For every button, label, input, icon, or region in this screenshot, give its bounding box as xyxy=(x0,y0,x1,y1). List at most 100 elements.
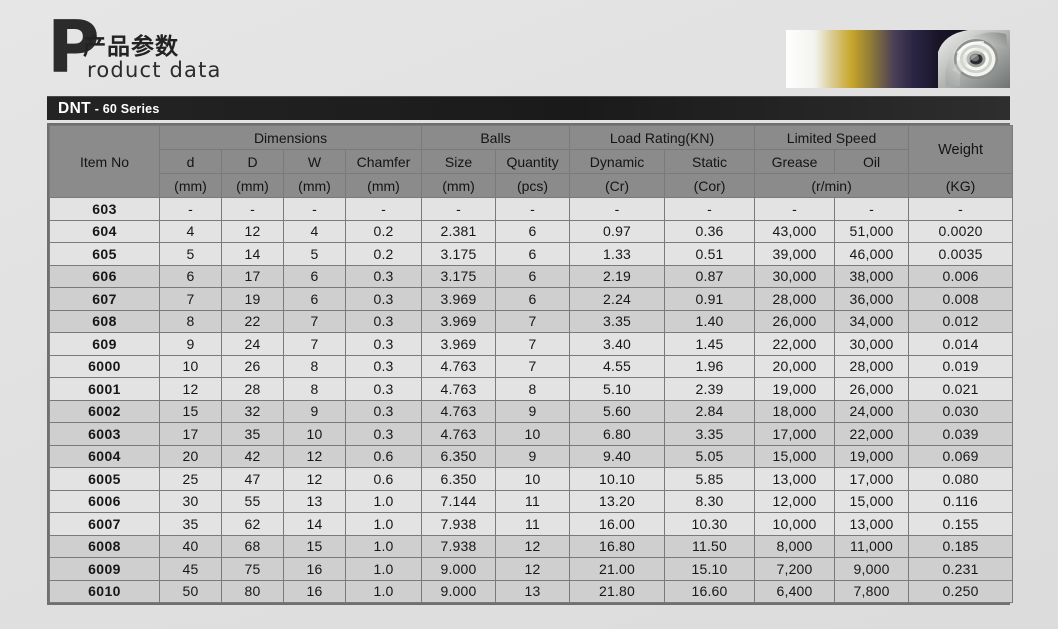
cell-item-no: 6005 xyxy=(49,467,160,491)
cell-item-no: 6000 xyxy=(49,354,160,378)
cell-ball-size: 9.000 xyxy=(421,579,497,603)
cell-ball-quantity: 6 xyxy=(495,219,571,243)
cell-dim-d: 8 xyxy=(159,309,222,333)
table-header-sub-row: d D W Chamfer Size Quantity Dynamic Stat… xyxy=(50,149,1013,174)
product-data-table: Item No Dimensions Balls Load Rating(KN)… xyxy=(49,125,1014,603)
table-body: 603- - - - - - - - - - -604 4 12 4 0.2 2.381 6 0.97 0.36 43… xyxy=(49,197,1014,603)
cell-weight: 0.0020 xyxy=(908,219,1014,243)
cell-load-static: 15.10 xyxy=(664,557,756,581)
cell-speed-grease: 19,000 xyxy=(754,377,836,401)
cell-load-static: 2.84 xyxy=(664,399,756,423)
cell-load-dynamic: 16.80 xyxy=(569,534,666,558)
cell-load-dynamic: 3.40 xyxy=(569,332,666,356)
cell-dim-D: 68 xyxy=(221,534,284,558)
cell-ball-quantity: 13 xyxy=(495,579,571,603)
cell-speed-oil: 11,000 xyxy=(834,534,910,558)
cell-speed-oil: 26,000 xyxy=(834,377,910,401)
cell-weight: 0.021 xyxy=(908,377,1014,401)
cell-chamfer: 0.6 xyxy=(344,444,423,468)
series-bar: DNT - 60 Series xyxy=(47,96,1010,120)
cell-ball-quantity: 9 xyxy=(495,444,571,468)
cell-speed-grease: - xyxy=(754,197,836,221)
cell-weight: 0.030 xyxy=(908,399,1014,423)
cell-dim-W: 6 xyxy=(283,287,346,311)
cell-speed-grease: 39,000 xyxy=(754,242,836,266)
cell-load-static: 0.91 xyxy=(664,287,756,311)
cell-item-no: 605 xyxy=(49,242,160,266)
cell-dim-d: 17 xyxy=(159,422,222,446)
cell-item-no: 6003 xyxy=(49,422,160,446)
cell-load-static: 16.60 xyxy=(664,579,756,603)
cell-dim-d: 40 xyxy=(159,534,222,558)
table-row: 603- - - - - - - - - - - xyxy=(49,197,1014,221)
cell-dim-D: 24 xyxy=(221,332,284,356)
cell-ball-size: 7.938 xyxy=(421,512,497,536)
cell-speed-oil: 17,000 xyxy=(834,467,910,491)
cell-ball-size: 3.969 xyxy=(421,309,497,333)
cell-ball-size: 3.969 xyxy=(421,287,497,311)
cell-ball-quantity: 11 xyxy=(495,512,571,536)
cell-speed-oil: 38,000 xyxy=(834,264,910,288)
cell-speed-oil: 7,800 xyxy=(834,579,910,603)
cell-chamfer: 0.2 xyxy=(344,242,423,266)
table-row: 6004 20 42 12 0.6 6.350 9 9.40 5.05 15,000 19,000 0… xyxy=(49,444,1014,468)
series-name: - 60 Series xyxy=(91,101,160,116)
cell-ball-size: 6.350 xyxy=(421,467,497,491)
cell-dim-W: 6 xyxy=(283,264,346,288)
cell-ball-quantity: 12 xyxy=(495,534,571,558)
cell-dim-D: - xyxy=(221,197,284,221)
column-header-weight: Weight xyxy=(908,125,1014,174)
column-group-load-rating: Load Rating(KN) xyxy=(569,125,756,150)
table-row: 6005 25 47 12 0.6 6.350 10 10.10 5.85 13,000 17,00… xyxy=(49,467,1014,491)
cell-dim-D: 12 xyxy=(221,219,284,243)
cell-dim-d: 15 xyxy=(159,399,222,423)
unit-header-dynamic: (Cr) xyxy=(569,173,666,198)
cell-speed-grease: 6,400 xyxy=(754,579,836,603)
column-header-grease: Grease xyxy=(754,149,836,174)
title-initial-letter: P xyxy=(47,5,100,89)
cell-dim-d: 50 xyxy=(159,579,222,603)
cell-dim-d: 12 xyxy=(159,377,222,401)
cell-speed-oil: 34,000 xyxy=(834,309,910,333)
cell-chamfer: 0.3 xyxy=(344,377,423,401)
unit-header-chamfer: (mm) xyxy=(344,173,423,198)
cell-dim-d: 6 xyxy=(159,264,222,288)
cell-weight: 0.185 xyxy=(908,534,1014,558)
cell-load-dynamic: - xyxy=(569,197,666,221)
brand-name: DNT xyxy=(58,99,92,117)
cell-load-dynamic: 21.00 xyxy=(569,557,666,581)
cell-load-dynamic: 13.20 xyxy=(569,489,666,513)
cell-item-no: 6004 xyxy=(49,444,160,468)
column-group-balls: Balls xyxy=(421,125,571,150)
column-header-chamfer: Chamfer xyxy=(344,149,423,174)
cell-speed-oil: 24,000 xyxy=(834,399,910,423)
cell-dim-W: 8 xyxy=(283,377,346,401)
cell-chamfer: 0.3 xyxy=(344,422,423,446)
cell-chamfer: 1.0 xyxy=(344,557,423,581)
cell-dim-d: 30 xyxy=(159,489,222,513)
cell-item-no: 606 xyxy=(49,264,160,288)
cell-dim-d: 7 xyxy=(159,287,222,311)
cell-ball-quantity: 7 xyxy=(495,309,571,333)
cell-speed-grease: 20,000 xyxy=(754,354,836,378)
table-row: 608 8 22 7 0.3 3.969 7 3.35 1.40 26,000 34,000 0.01… xyxy=(49,309,1014,333)
cell-weight: 0.039 xyxy=(908,422,1014,446)
cell-load-dynamic: 9.40 xyxy=(569,444,666,468)
cell-ball-size: 2.381 xyxy=(421,219,497,243)
cell-chamfer: 1.0 xyxy=(344,579,423,603)
cell-item-no: 604 xyxy=(49,219,160,243)
cell-load-static: 0.51 xyxy=(664,242,756,266)
column-header-oil: Oil xyxy=(834,149,910,174)
cell-ball-quantity: 7 xyxy=(495,354,571,378)
cell-speed-oil: 15,000 xyxy=(834,489,910,513)
table-row: 604 4 12 4 0.2 2.381 6 0.97 0.36 43,000 51,000 0.00… xyxy=(49,219,1014,243)
cell-dim-W: 14 xyxy=(283,512,346,536)
cell-chamfer: 1.0 xyxy=(344,489,423,513)
cell-load-static: - xyxy=(664,197,756,221)
cell-ball-size: 7.938 xyxy=(421,534,497,558)
cell-weight: 0.231 xyxy=(908,557,1014,581)
cell-ball-quantity: 10 xyxy=(495,467,571,491)
cell-ball-quantity: 11 xyxy=(495,489,571,513)
cell-dim-W: 4 xyxy=(283,219,346,243)
cell-chamfer: 1.0 xyxy=(344,512,423,536)
